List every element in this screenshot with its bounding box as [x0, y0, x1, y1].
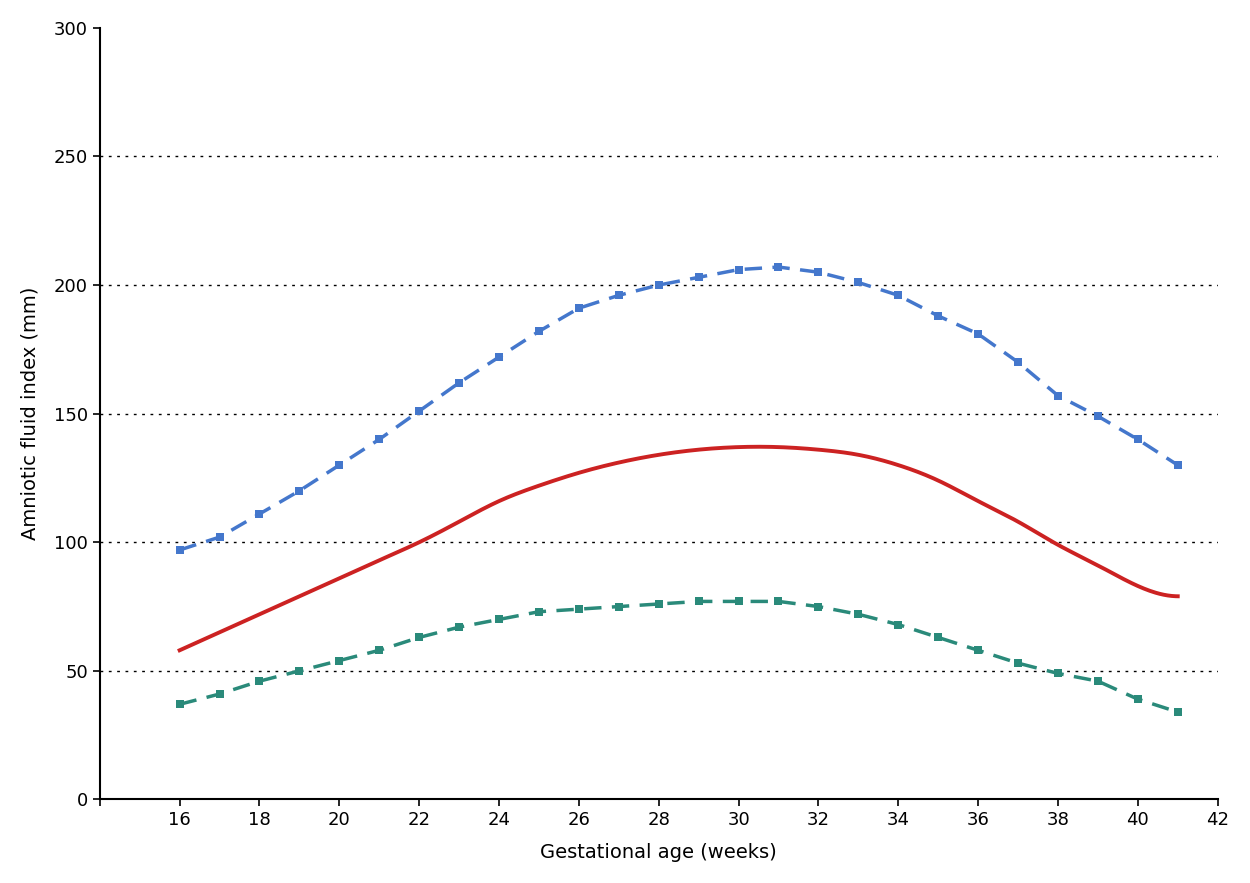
Y-axis label: Amniotic fluid index (mm): Amniotic fluid index (mm)	[21, 287, 40, 540]
X-axis label: Gestational age (weeks): Gestational age (weeks)	[540, 843, 778, 862]
